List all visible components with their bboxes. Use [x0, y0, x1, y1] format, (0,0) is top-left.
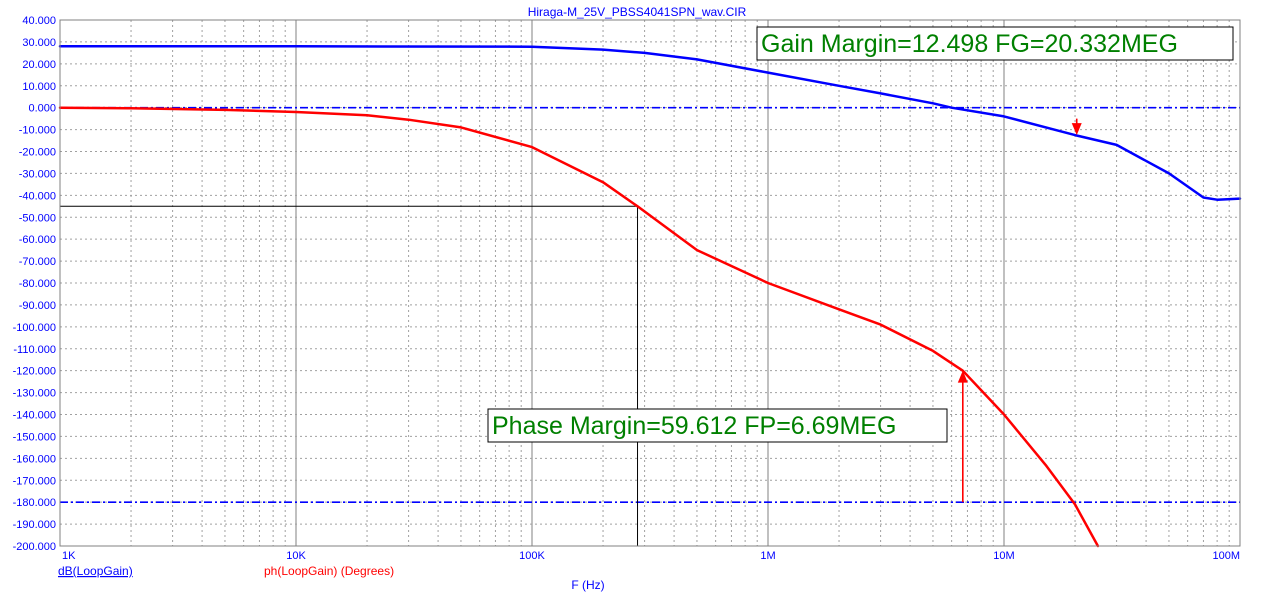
x-tick-label: 10K [286, 550, 306, 562]
y-tick-label: -40.000 [19, 190, 56, 202]
y-tick-label: -130.000 [13, 388, 56, 400]
y-tick-label: -100.000 [13, 322, 56, 334]
legend-series-1: ph(LoopGain) (Degrees) [264, 564, 394, 578]
x-tick-label: 1K [62, 550, 76, 562]
chart-title: Hiraga-M_25V_PBSS4041SPN_wav.CIR [528, 5, 747, 19]
y-tick-label: -60.000 [19, 234, 56, 246]
y-tick-label: -10.000 [19, 125, 56, 137]
series-line-0 [58, 45, 1242, 201]
y-tick-label: -20.000 [19, 147, 56, 159]
x-tick-label: 100K [519, 550, 545, 562]
y-tick-label: -140.000 [13, 410, 56, 422]
y-tick-label: -90.000 [19, 300, 56, 312]
series-layer [58, 45, 1242, 548]
y-tick-label: 30.000 [22, 37, 56, 49]
y-tick-label: -160.000 [13, 453, 56, 465]
annotation-arrow-head [957, 370, 968, 383]
y-tick-label: -180.000 [13, 497, 56, 509]
x-axis-label: F (Hz) [571, 578, 604, 592]
plot-frame [59, 19, 1241, 547]
y-tick-label: -30.000 [19, 168, 56, 180]
annotation-label: Gain Margin=12.498 FG=20.332MEG [761, 30, 1178, 58]
y-tick-label: 0.000 [28, 103, 56, 115]
y-tick-label: -200.000 [13, 541, 56, 553]
y-tick-label: -50.000 [19, 212, 56, 224]
y-tick-label: -110.000 [13, 344, 56, 356]
y-tick-label: 10.000 [22, 81, 56, 93]
y-tick-label: -190.000 [13, 519, 56, 531]
y-tick-label: -70.000 [19, 256, 56, 268]
y-tick-label: 40.000 [22, 15, 56, 27]
y-tick-label: -80.000 [19, 278, 56, 290]
x-tick-label: 1M [760, 550, 775, 562]
y-tick-label: -150.000 [13, 431, 56, 443]
y-tick-label: 20.000 [22, 59, 56, 71]
grid [60, 20, 1240, 546]
x-axis-ticks: 1K 10K 100K 1M 10M 100M [62, 550, 1240, 562]
annotation-label: Phase Margin=59.612 FP=6.69MEG [492, 412, 896, 440]
crosshair-cursor [60, 205, 639, 546]
annotation-box [487, 408, 948, 443]
series-line-1 [58, 106, 1100, 548]
y-axis-ticks: 40.000 30.000 20.000 10.000 0.000 -10.000 -20.… [13, 15, 56, 553]
x-tick-label: 100M [1212, 550, 1240, 562]
legend-series-0: dB(LoopGain) [58, 564, 133, 578]
annotations: Gain Margin=12.498 FG=20.332MEG Phase Mar… [487, 26, 1234, 503]
y-tick-label: -170.000 [13, 475, 56, 487]
y-tick-label: -120.000 [13, 366, 56, 378]
annotation-arrow-head [1071, 123, 1082, 136]
x-tick-label: 10M [993, 550, 1014, 562]
annotation-box [756, 26, 1234, 61]
